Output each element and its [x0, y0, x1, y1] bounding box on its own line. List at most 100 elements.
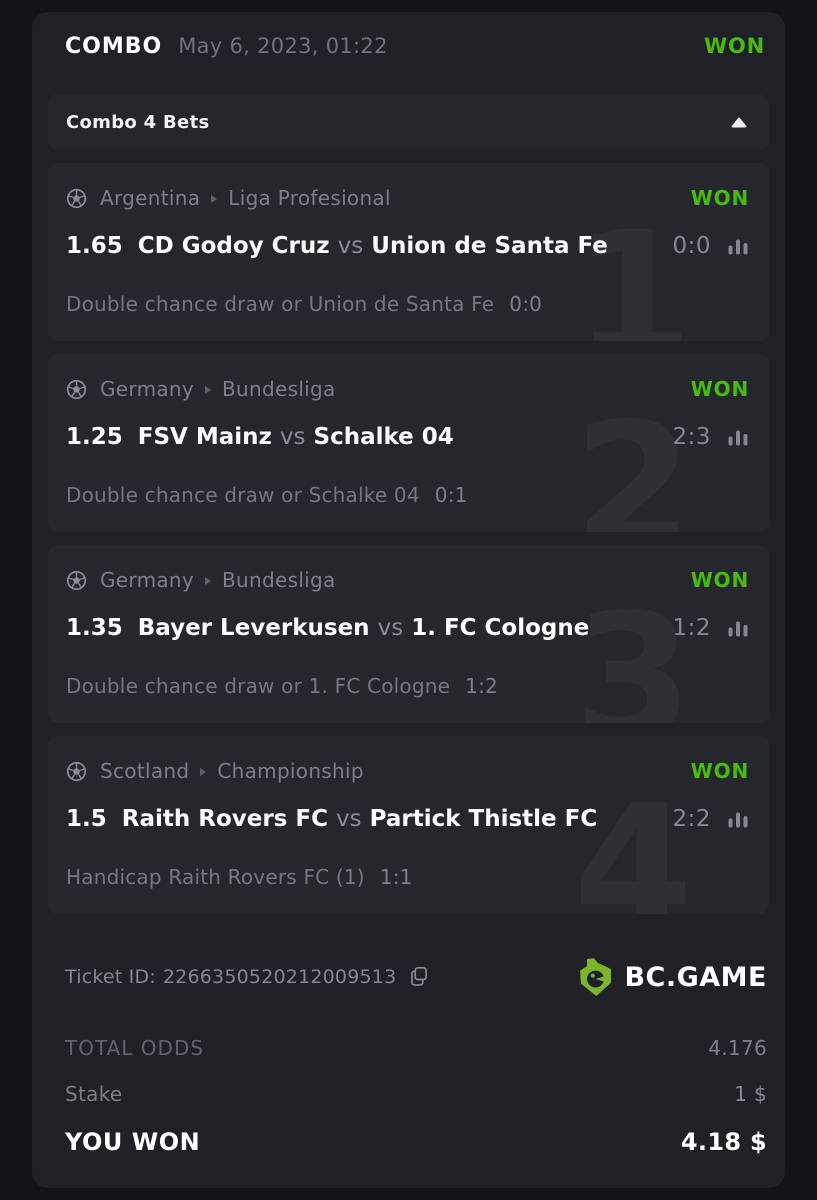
- bet-selection-row: Double chance draw or Union de Santa Fe …: [66, 291, 749, 317]
- you-won-value: 4.18 $: [680, 1128, 767, 1156]
- match-row: 1.35 Bayer Leverkusen vs 1. FC Cologne 1…: [66, 612, 749, 644]
- vs-label: vs: [336, 806, 362, 832]
- home-team: CD Godoy Cruz: [137, 233, 330, 259]
- stats-bars-icon[interactable]: [727, 235, 749, 257]
- match-title: Bayer Leverkusen vs 1. FC Cologne: [138, 615, 659, 641]
- bet-status-badge: WON: [690, 186, 749, 210]
- bet-selection-row: Double chance draw or 1. FC Cologne 1:2: [66, 673, 749, 699]
- bet-index-watermark: 1: [573, 209, 693, 342]
- breadcrumb-arrow-icon: [205, 386, 212, 394]
- match-title: CD Godoy Cruz vs Union de Santa Fe: [138, 233, 659, 259]
- bet-card: 3 Germany Bundesliga WON 1.35 Bayer Leve…: [48, 545, 769, 723]
- breadcrumb-arrow-icon: [211, 195, 218, 203]
- slip-status-badge: WON: [704, 34, 765, 58]
- copy-icon[interactable]: [409, 966, 429, 988]
- soccer-ball-icon: [66, 379, 87, 399]
- league-row: Germany Bundesliga WON: [66, 567, 749, 593]
- soccer-ball-icon: [66, 761, 87, 781]
- bet-selection-label: Double chance draw or Union de Santa Fe: [66, 292, 495, 316]
- combo-bets-toggle[interactable]: Combo 4 Bets: [48, 94, 769, 150]
- stats-bars-icon[interactable]: [727, 617, 749, 639]
- bet-selection-label: Handicap Raith Rovers FC (1): [66, 865, 365, 889]
- country-label: Germany: [100, 377, 195, 401]
- bet-type-label: COMBO: [65, 33, 163, 59]
- bet-slip-panel: COMBO May 6, 2023, 01:22 WON Combo 4 Bet…: [32, 12, 785, 1188]
- odds-value: 1.35: [66, 615, 123, 641]
- soccer-ball-icon: [66, 188, 87, 208]
- home-team: FSV Mainz: [137, 424, 272, 450]
- total-odds-label: TOTAL ODDS: [65, 1036, 205, 1060]
- ticket-row: Ticket ID: 2266350520212009513 BC.GAME: [48, 956, 769, 998]
- totals-section: TOTAL ODDS 4.176 Stake 1 $ YOU WON 4.18 …: [48, 1034, 769, 1156]
- stats-bars-icon[interactable]: [727, 808, 749, 830]
- league-row: Germany Bundesliga WON: [66, 376, 749, 402]
- league-row: Scotland Championship WON: [66, 758, 749, 784]
- away-team: Union de Santa Fe: [371, 233, 608, 259]
- breadcrumb-arrow-icon: [200, 768, 207, 776]
- bet-index-watermark: 3: [573, 591, 693, 724]
- match-title: FSV Mainz vs Schalke 04: [138, 424, 659, 450]
- ticket-id-label: Ticket ID:: [65, 966, 156, 988]
- bet-card: 2 Germany Bundesliga WON 1.25 FSV Mainz …: [48, 354, 769, 532]
- bet-status-badge: WON: [690, 568, 749, 592]
- home-team: Bayer Leverkusen: [137, 615, 370, 641]
- bet-selection-label: Double chance draw or 1. FC Cologne: [66, 674, 451, 698]
- you-won-label: YOU WON: [65, 1128, 201, 1156]
- league-label: Championship: [217, 759, 364, 783]
- league-label: Bundesliga: [222, 568, 336, 592]
- stake-row: Stake 1 $: [65, 1080, 767, 1108]
- bet-selection-score: 1:2: [465, 674, 498, 698]
- match-row: 1.5 Raith Rovers FC vs Partick Thistle F…: [66, 803, 749, 835]
- ticket-id-value: 2266350520212009513: [162, 966, 397, 988]
- bet-selection-score: 1:1: [379, 865, 413, 889]
- bet-index-watermark: 4: [573, 782, 693, 915]
- match-score: 0:0: [672, 233, 711, 259]
- slip-header: COMBO May 6, 2023, 01:22 WON: [48, 26, 769, 66]
- bet-status-badge: WON: [690, 377, 749, 401]
- odds-value: 1.5: [66, 806, 107, 832]
- home-team: Raith Rovers FC: [121, 806, 328, 832]
- total-odds-row: TOTAL ODDS 4.176: [65, 1034, 767, 1062]
- brand-logo: BC.GAME: [577, 957, 767, 998]
- you-won-row: YOU WON 4.18 $: [65, 1128, 767, 1156]
- league-label: Liga Profesional: [228, 186, 391, 210]
- odds-value: 1.25: [66, 424, 123, 450]
- league-label: Bundesliga: [222, 377, 336, 401]
- bet-selection-row: Handicap Raith Rovers FC (1) 1:1: [66, 864, 749, 890]
- country-label: Argentina: [100, 186, 201, 210]
- match-score: 1:2: [672, 615, 711, 641]
- away-team: Partick Thistle FC: [369, 806, 598, 832]
- league-row: Argentina Liga Profesional WON: [66, 185, 749, 211]
- bet-status-badge: WON: [690, 759, 749, 783]
- bet-index-watermark: 2: [573, 400, 693, 533]
- bet-selection-score: 0:0: [509, 292, 543, 316]
- chevron-up-icon: [731, 117, 747, 127]
- bet-date: May 6, 2023, 01:22: [178, 34, 388, 58]
- match-row: 1.65 CD Godoy Cruz vs Union de Santa Fe …: [66, 230, 749, 262]
- soccer-ball-icon: [66, 570, 87, 590]
- bet-card: 4 Scotland Championship WON 1.5 Raith Ro…: [48, 736, 769, 914]
- match-score: 2:2: [672, 806, 711, 832]
- odds-value: 1.65: [66, 233, 123, 259]
- combo-bets-label: Combo 4 Bets: [66, 111, 210, 133]
- bet-selection-score: 0:1: [434, 483, 468, 507]
- total-odds-value: 4.176: [708, 1036, 767, 1060]
- bet-selection-label: Double chance draw or Schalke 04: [66, 483, 420, 507]
- away-team: Schalke 04: [313, 424, 454, 450]
- bet-card: 1 Argentina Liga Profesional WON 1.65 CD…: [48, 163, 769, 341]
- match-row: 1.25 FSV Mainz vs Schalke 04 2:3: [66, 421, 749, 453]
- match-score: 2:3: [672, 424, 711, 450]
- brand-name: BC.GAME: [624, 961, 767, 993]
- match-title: Raith Rovers FC vs Partick Thistle FC: [122, 806, 659, 832]
- away-team: 1. FC Cologne: [411, 615, 590, 641]
- bet-selection-row: Double chance draw or Schalke 04 0:1: [66, 482, 749, 508]
- bc-game-logo-icon: [580, 957, 612, 996]
- country-label: Germany: [100, 568, 195, 592]
- stake-label: Stake: [65, 1082, 123, 1106]
- vs-label: vs: [377, 615, 404, 641]
- stats-bars-icon[interactable]: [727, 426, 749, 448]
- vs-label: vs: [279, 424, 306, 450]
- breadcrumb-arrow-icon: [205, 577, 212, 585]
- country-label: Scotland: [100, 759, 190, 783]
